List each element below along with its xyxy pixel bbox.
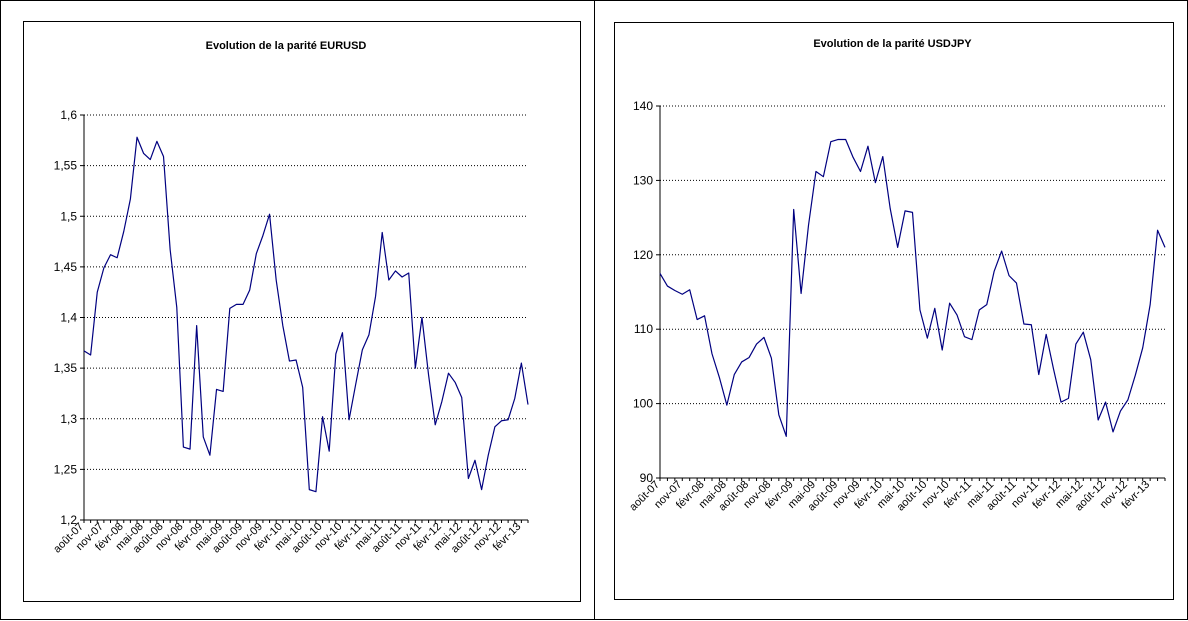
eurusd-line-chart: Evolution de la parité EURUSD 1,2 1,25 1,3 1… (51, 40, 529, 556)
usdjpy-y-tick-label: 130 (633, 173, 653, 187)
usdjpy-y-tick-label: 110 (634, 322, 653, 336)
usdjpy-y-tick-label: 140 (633, 99, 653, 113)
eurusd-chart-frame: Evolution de la parité EURUSD 1,2 1,25 1,3 1… (23, 21, 581, 602)
eurusd-y-tick-label: 1,3 (60, 412, 77, 426)
eurusd-y-tick-label: 1,5 (60, 209, 77, 223)
left-panel: Evolution de la parité EURUSD 1,2 1,25 1,3 1… (0, 0, 595, 620)
eurusd-y-tick-label: 1,4 (60, 311, 77, 325)
right-panel: Evolution de la parité USDJPY 90 100 110 120… (594, 0, 1188, 620)
usdjpy-series-line (659, 138, 1166, 437)
eurusd-y-tick-label: 1,6 (60, 108, 77, 122)
eurusd-y-tick-label: 1,35 (54, 361, 78, 375)
eurusd-y-tick-label: 1,25 (54, 462, 78, 476)
eurusd-y-tick-label: 1,45 (54, 260, 78, 274)
eurusd-series-line (83, 136, 529, 493)
usdjpy-line-chart: Evolution de la parité USDJPY 90 100 110 120… (627, 38, 1166, 514)
eurusd-y-tick-label: 1,2 (60, 513, 77, 527)
usdjpy-y-tick-label: 120 (633, 248, 653, 262)
usdjpy-y-tick-label: 90 (640, 471, 654, 485)
eurusd-chart-title: Evolution de la parité EURUSD (206, 40, 367, 52)
usdjpy-chart-frame: Evolution de la parité USDJPY 90 100 110 120… (614, 22, 1174, 600)
usdjpy-y-tick-label: 100 (633, 397, 653, 411)
usdjpy-chart-title: Evolution de la parité USDJPY (813, 38, 972, 50)
eurusd-y-tick-label: 1,55 (54, 159, 78, 173)
